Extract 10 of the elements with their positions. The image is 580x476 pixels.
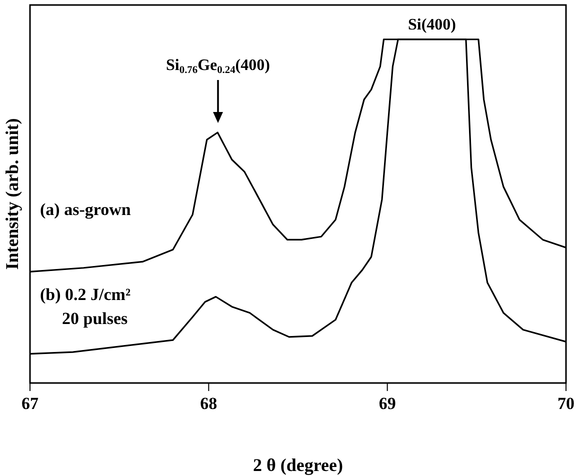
x-tick-label: 68 xyxy=(200,394,218,414)
x-tick-label: 70 xyxy=(558,394,574,414)
series-label: (b) 0.2 J/cm² 20 pulses xyxy=(40,285,131,328)
x-axis-title: 2 θ (degree) xyxy=(252,455,344,475)
x-tick-label: 67 xyxy=(22,394,39,414)
y-axis-title: Intensity (arb. unit) xyxy=(2,118,22,270)
annotation: Si(400) xyxy=(408,16,456,34)
annotation: Si$_{0.76}$Ge$_{0.24}$(400) xyxy=(166,57,270,76)
x-tick-label: 69 xyxy=(378,394,396,414)
text: (a) as-grown xyxy=(40,200,132,219)
